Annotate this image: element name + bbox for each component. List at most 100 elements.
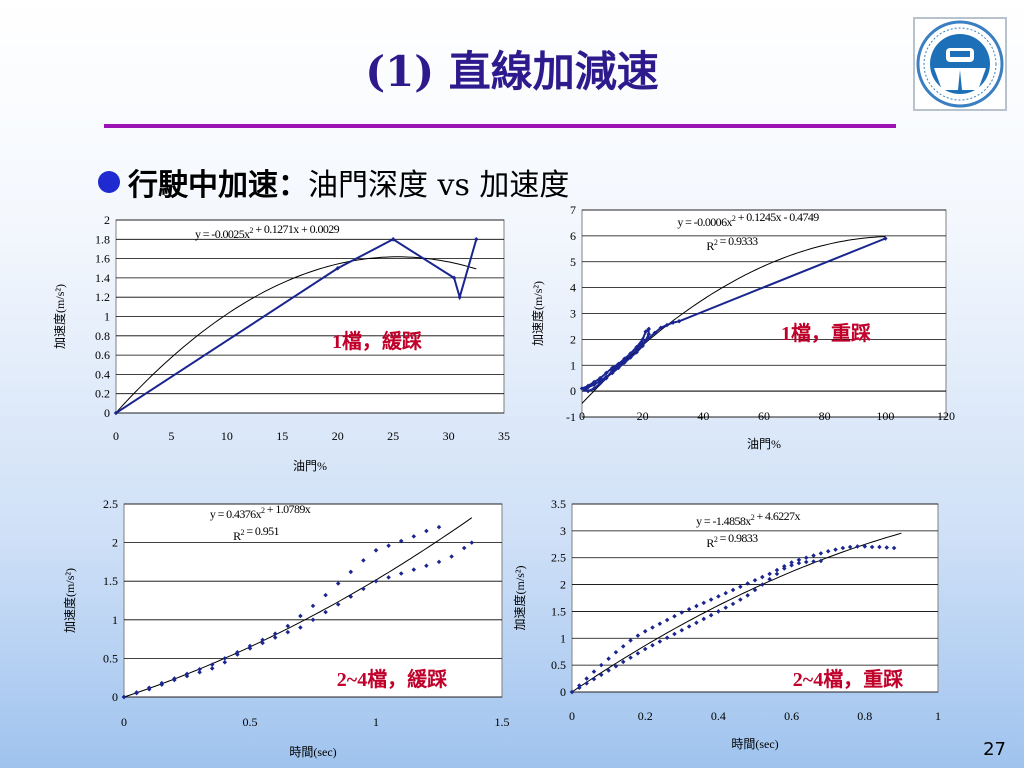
x-axis-label: 油門% — [747, 437, 781, 451]
x-tick-label: 0 — [569, 709, 575, 723]
r-squared: R2 = 0.951 — [233, 524, 279, 543]
y-tick-label: 3 — [560, 524, 566, 538]
chart-4: 0 0.5 1 1.5 2 2.5 3 3.5 0 0.2 0.4 0.6 0.8 1 時間(sec) 加速度… — [512, 497, 941, 751]
bullet-text: 油門深度 vs 加速度 — [308, 168, 570, 203]
data-point — [811, 553, 816, 558]
x-tick-label: 10 — [221, 429, 233, 443]
y-axis-label: 加速度(m/s²) — [530, 281, 545, 346]
data-point — [635, 633, 641, 638]
x-tick-label: 0 — [113, 429, 119, 443]
x-tick-label: 80 — [819, 409, 831, 423]
trendline — [115, 256, 477, 414]
y-tick-label: 3 — [570, 307, 576, 321]
x-tick-label: 40 — [697, 409, 709, 423]
plot-area — [571, 503, 939, 693]
data-point — [457, 294, 462, 300]
data-point — [811, 559, 816, 564]
x-tick-label: 0.5 — [243, 715, 258, 729]
y-tick-label: 1.5 — [551, 604, 566, 618]
y-axis-label: 加速度(m/s²) — [52, 284, 67, 349]
data-point — [335, 581, 341, 586]
data-point — [184, 673, 190, 679]
y-tick-label: 6 — [570, 229, 576, 243]
data-point — [701, 600, 707, 606]
data-point — [760, 574, 765, 580]
x-tick-label: 30 — [443, 429, 455, 443]
data-point — [628, 638, 633, 643]
data-point — [235, 649, 240, 655]
data-point — [840, 545, 846, 551]
y-tick-label: 0.5 — [551, 658, 566, 672]
y-tick-label: 0.8 — [95, 329, 110, 343]
x-tick-label: 20 — [332, 429, 344, 443]
y-tick-label: 1 — [570, 358, 576, 372]
data-point — [825, 549, 831, 554]
y-tick-label: 2 — [104, 213, 110, 227]
title-rule — [104, 124, 896, 128]
x-tick-label: 25 — [387, 429, 399, 443]
y-tick-label: 0.5 — [103, 651, 118, 665]
data-point — [628, 351, 633, 356]
data-point — [298, 613, 303, 619]
data-point — [818, 551, 824, 556]
y-tick-label: 0.2 — [95, 387, 110, 401]
chart-annotation: 2~4檔，緩踩 — [337, 667, 447, 691]
slide-title: (1) 直線加減速 — [365, 47, 659, 96]
data-point — [635, 651, 641, 656]
x-tick-label: 60 — [758, 409, 770, 423]
y-tick-label: 1.6 — [95, 252, 110, 266]
data-point — [745, 593, 750, 598]
chart-annotation: 2~4檔，重踩 — [793, 667, 903, 691]
x-tick-label: 120 — [937, 409, 955, 423]
data-point — [411, 534, 417, 539]
bullet-item: 行駛中加速：油門深度 vs 加速度 — [98, 160, 569, 204]
data-point — [686, 624, 692, 629]
data-point — [650, 643, 655, 648]
y-tick-label: 1.8 — [95, 232, 110, 246]
data-point — [752, 587, 758, 593]
y-axis-label: 加速度(m/s²) — [512, 566, 527, 631]
trendline-equation: y = 0.4376x2 + 1.0789x — [210, 502, 311, 521]
data-point — [310, 617, 316, 623]
y-tick-label: 0.4 — [95, 367, 110, 381]
y-tick-label: 1.2 — [95, 290, 110, 304]
x-tick-label: 20 — [637, 409, 649, 423]
data-point — [686, 607, 692, 612]
trendline — [581, 236, 886, 404]
y-tick-label: 1.4 — [95, 271, 110, 285]
y-tick-label: 0 — [104, 406, 110, 420]
trendline-equation: y = -0.0006x2 + 0.1245x - 0.4749 — [677, 210, 819, 229]
data-point — [620, 644, 626, 649]
y-axis-label: 加速度(m/s²) — [62, 568, 77, 633]
x-tick-label: 35 — [498, 429, 510, 443]
data-point — [650, 625, 655, 630]
x-tick-label: 0.8 — [857, 709, 872, 723]
data-point — [646, 335, 651, 341]
y-tick-label: 0 — [570, 384, 576, 398]
chart-3: 0 0.5 1 1.5 2 2.5 0 0.5 1 1.5 時間(sec) 加速度(m/s²) y = … — [62, 497, 510, 759]
data-point — [121, 694, 127, 700]
r-squared: R2 = 0.9833 — [706, 531, 758, 550]
institute-logo-icon — [913, 17, 1007, 111]
x-tick-label: 15 — [276, 429, 288, 443]
series-line — [115, 238, 478, 414]
trendline-equation: y = -1.4858x2 + 4.6227x — [696, 509, 800, 528]
x-tick-label: 0 — [121, 715, 127, 729]
x-tick-label: 1 — [935, 709, 941, 723]
y-tick-label: 2 — [570, 332, 576, 346]
y-tick-label: 2.5 — [551, 551, 566, 565]
x-axis-label: 時間(sec) — [289, 745, 336, 759]
bullet-dot-icon — [98, 171, 120, 193]
x-tick-label: 100 — [876, 409, 894, 423]
x-tick-label: 5 — [168, 429, 174, 443]
y-tick-label: 1 — [104, 310, 110, 324]
chart-1: 00.20.40.60.811.21.41.61.820 5 10 15 20 25 30 3… — [52, 213, 510, 473]
data-point — [622, 360, 627, 365]
x-axis-label: 油門% — [293, 459, 327, 473]
page-number: 27 — [983, 739, 1006, 760]
x-tick-label: 0.4 — [711, 709, 726, 723]
data-point — [620, 659, 626, 665]
y-tick-label: 2.5 — [103, 497, 118, 511]
y-tick-label: 0.6 — [95, 348, 110, 362]
y-tick-label: 3.5 — [551, 497, 566, 511]
